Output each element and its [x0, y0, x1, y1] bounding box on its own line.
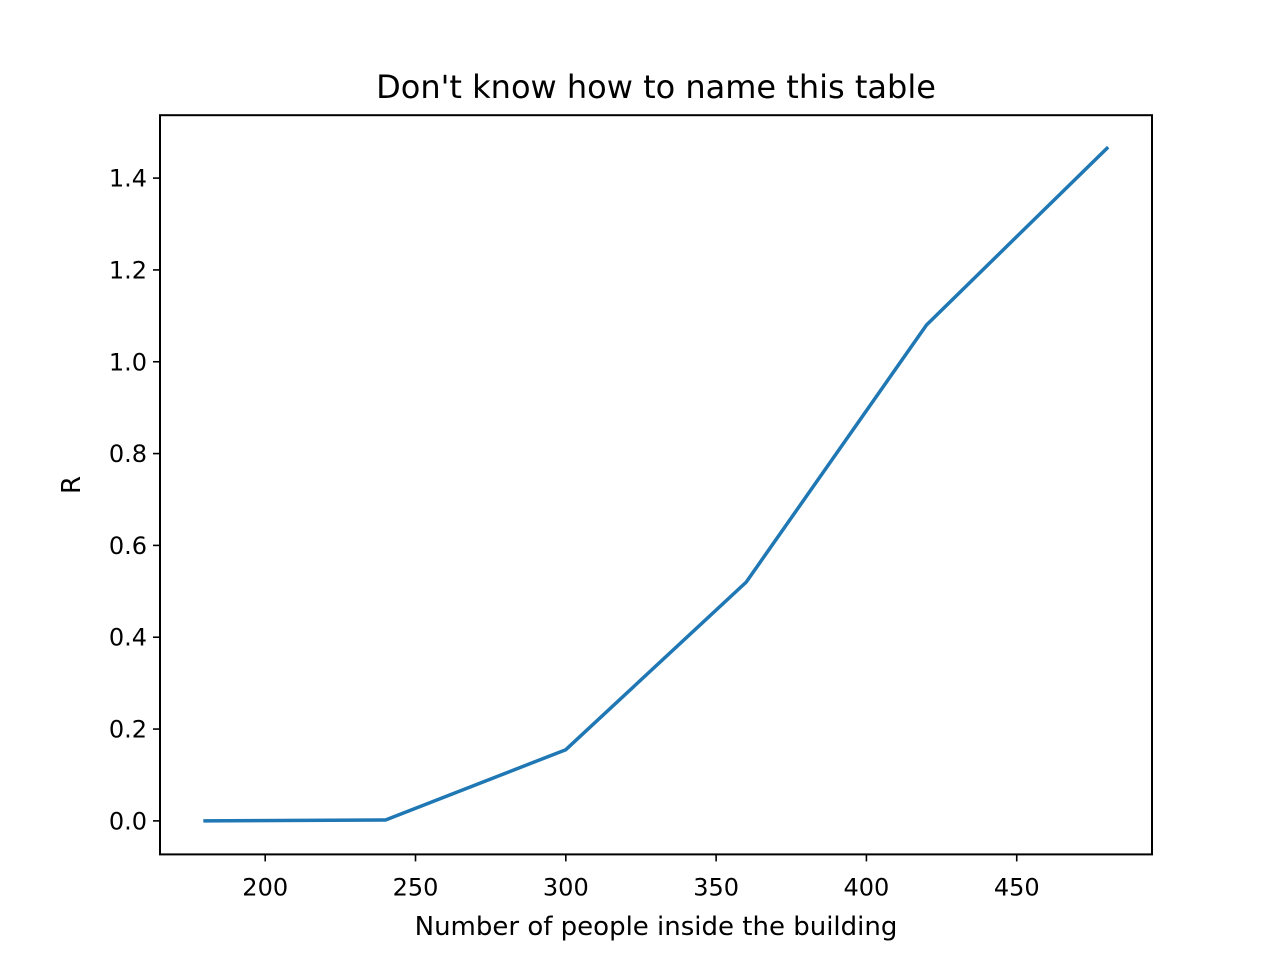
y-tick-label: 0.2 — [109, 716, 147, 744]
plot-area — [203, 145, 1110, 823]
x-tick-label: 350 — [693, 873, 739, 901]
x-axis-label: Number of people inside the building — [415, 912, 898, 942]
series-line — [203, 145, 1110, 823]
y-tick-label: 0.6 — [109, 532, 147, 560]
y-axis-label: R — [57, 476, 87, 494]
x-tick-label: 200 — [242, 873, 288, 901]
y-tick-label: 0.4 — [109, 624, 147, 652]
chart-title: Don't know how to name this table — [376, 68, 936, 106]
y-tick-label: 1.4 — [109, 165, 147, 193]
x-tick-label: 250 — [393, 873, 439, 901]
y-tick-label: 1.2 — [109, 256, 147, 284]
x-tick-label: 400 — [844, 873, 890, 901]
plot-frame — [159, 114, 1153, 856]
y-axis: 0.0 0.2 0.4 0.6 0.8 1.0 1.2 1.4 — [109, 165, 160, 835]
y-tick-label: 0.8 — [109, 440, 147, 468]
x-axis: 200 250 300 350 400 450 — [242, 854, 1040, 901]
y-tick-label: 0.0 — [109, 807, 147, 835]
x-tick-label: 450 — [994, 873, 1040, 901]
y-tick-label: 1.0 — [109, 348, 147, 376]
x-tick-label: 300 — [543, 873, 589, 901]
